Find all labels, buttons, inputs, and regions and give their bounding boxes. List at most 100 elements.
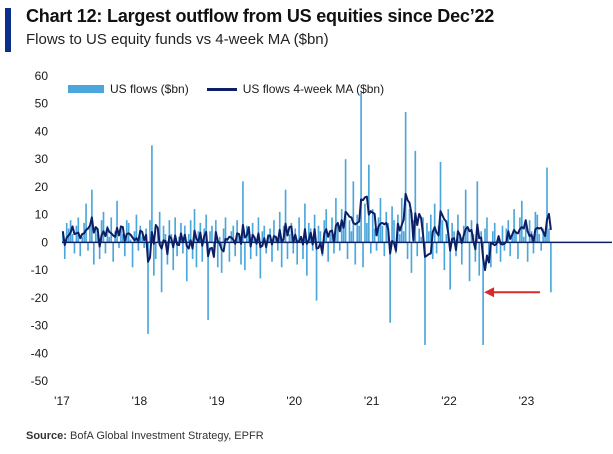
flow-bar bbox=[104, 242, 107, 254]
flow-bar bbox=[242, 181, 244, 243]
flow-bar bbox=[218, 236, 221, 243]
flow-bar bbox=[276, 242, 279, 251]
flow-bar bbox=[329, 234, 331, 243]
flow-bar bbox=[153, 242, 155, 276]
flow-bar bbox=[118, 242, 120, 248]
flow-bar bbox=[174, 217, 176, 243]
chart-plot: 60 50 40 30 20 10 0 -10 -20 -30 -40 -50 '17 '18 '19 '20… bbox=[31, 69, 612, 408]
flow-bar bbox=[511, 234, 513, 243]
x-tick-label: '20 bbox=[286, 394, 302, 408]
flow-bar bbox=[89, 225, 91, 243]
flow-bar bbox=[125, 220, 128, 243]
flow-bar bbox=[131, 242, 134, 268]
flow-bar bbox=[522, 236, 525, 243]
flow-bar bbox=[307, 222, 310, 243]
chart-title: Chart 12: Largest outflow from US equiti… bbox=[26, 6, 495, 26]
flow-bar bbox=[187, 234, 190, 243]
flow-bar bbox=[87, 242, 89, 251]
flow-bar bbox=[449, 242, 451, 290]
flow-bar bbox=[362, 242, 364, 268]
title-accent-bar bbox=[5, 8, 11, 52]
flow-bar bbox=[141, 236, 144, 243]
x-tick-label: '18 bbox=[132, 394, 148, 408]
flow-bar bbox=[451, 222, 453, 243]
flow-bar bbox=[129, 239, 132, 243]
flow-bar bbox=[244, 242, 246, 271]
flow-bar bbox=[123, 242, 126, 257]
flow-bar bbox=[304, 203, 306, 243]
flow-bar bbox=[280, 242, 283, 268]
flow-bar bbox=[102, 211, 105, 243]
flow-bar bbox=[236, 220, 238, 243]
flow-bar bbox=[428, 231, 430, 243]
flow-bar bbox=[110, 217, 113, 243]
flow-bar bbox=[91, 189, 93, 243]
flow-bar bbox=[286, 242, 289, 259]
flow-bar bbox=[424, 242, 426, 345]
flow-bar bbox=[443, 242, 446, 271]
flow-bar bbox=[92, 242, 95, 265]
flow-bar bbox=[288, 234, 291, 243]
flow-bar bbox=[189, 220, 192, 243]
flow-bar bbox=[488, 242, 490, 259]
flow-bar bbox=[77, 217, 80, 243]
flow-bar bbox=[211, 225, 213, 243]
flow-bar bbox=[350, 231, 353, 243]
x-tick-label: '19 bbox=[209, 394, 225, 408]
y-tick-label: -30 bbox=[31, 319, 49, 333]
source-text: BofA Global Investment Strategy, EPFR bbox=[70, 430, 264, 442]
flow-bar bbox=[122, 234, 124, 243]
flow-bar bbox=[433, 203, 436, 243]
flow-bar bbox=[431, 242, 434, 259]
flow-bar bbox=[149, 220, 151, 243]
y-tick-label: 20 bbox=[35, 180, 49, 194]
flow-bar bbox=[143, 242, 145, 248]
y-tick-label: -10 bbox=[31, 263, 49, 277]
flow-bar bbox=[435, 242, 438, 254]
flow-bar bbox=[232, 225, 235, 243]
flow-bar bbox=[348, 220, 351, 243]
flow-bar bbox=[335, 198, 337, 243]
flow-bar bbox=[524, 225, 527, 243]
flow-bar bbox=[255, 242, 258, 257]
flow-bar bbox=[135, 214, 138, 243]
flow-bar bbox=[342, 228, 345, 243]
flow-bar bbox=[120, 225, 122, 243]
flow-bar bbox=[302, 242, 304, 259]
flow-bar bbox=[271, 242, 273, 262]
flow-bar bbox=[352, 181, 355, 243]
flow-bar bbox=[79, 242, 82, 257]
legend-swatch-ma bbox=[206, 87, 237, 91]
flow-bar bbox=[501, 225, 504, 243]
flow-bar bbox=[315, 242, 318, 301]
y-tick-label: 50 bbox=[35, 97, 49, 111]
source-label: Source: bbox=[26, 430, 67, 442]
flow-bar bbox=[251, 222, 254, 243]
flow-bar bbox=[338, 242, 341, 251]
y-tick-label: 30 bbox=[35, 152, 49, 166]
flow-bar bbox=[534, 211, 537, 243]
flow-bar bbox=[429, 214, 432, 243]
flow-bar bbox=[383, 242, 386, 257]
flow-bar bbox=[108, 236, 111, 243]
flow-bar bbox=[228, 242, 231, 262]
flow-bar bbox=[373, 228, 376, 243]
flow-bar bbox=[100, 220, 103, 243]
chart-subtitle: Flows to US equity funds vs 4-week MA ($… bbox=[26, 31, 329, 48]
flow-bar bbox=[71, 234, 74, 243]
flow-bar bbox=[112, 242, 115, 262]
flow-bar bbox=[459, 236, 461, 243]
flow-bar bbox=[73, 242, 76, 254]
flow-bar bbox=[466, 228, 469, 243]
flow-bar bbox=[207, 242, 209, 320]
flow-bar bbox=[234, 242, 237, 257]
flow-bar bbox=[333, 242, 335, 254]
flow-bar bbox=[400, 198, 403, 243]
flow-bar bbox=[538, 234, 541, 243]
flow-bar bbox=[468, 242, 471, 282]
flow-bar bbox=[164, 234, 167, 243]
flow-bar bbox=[205, 214, 207, 243]
flow-bar bbox=[532, 242, 535, 254]
flow-bar bbox=[408, 209, 411, 243]
flow-bar bbox=[317, 225, 320, 243]
